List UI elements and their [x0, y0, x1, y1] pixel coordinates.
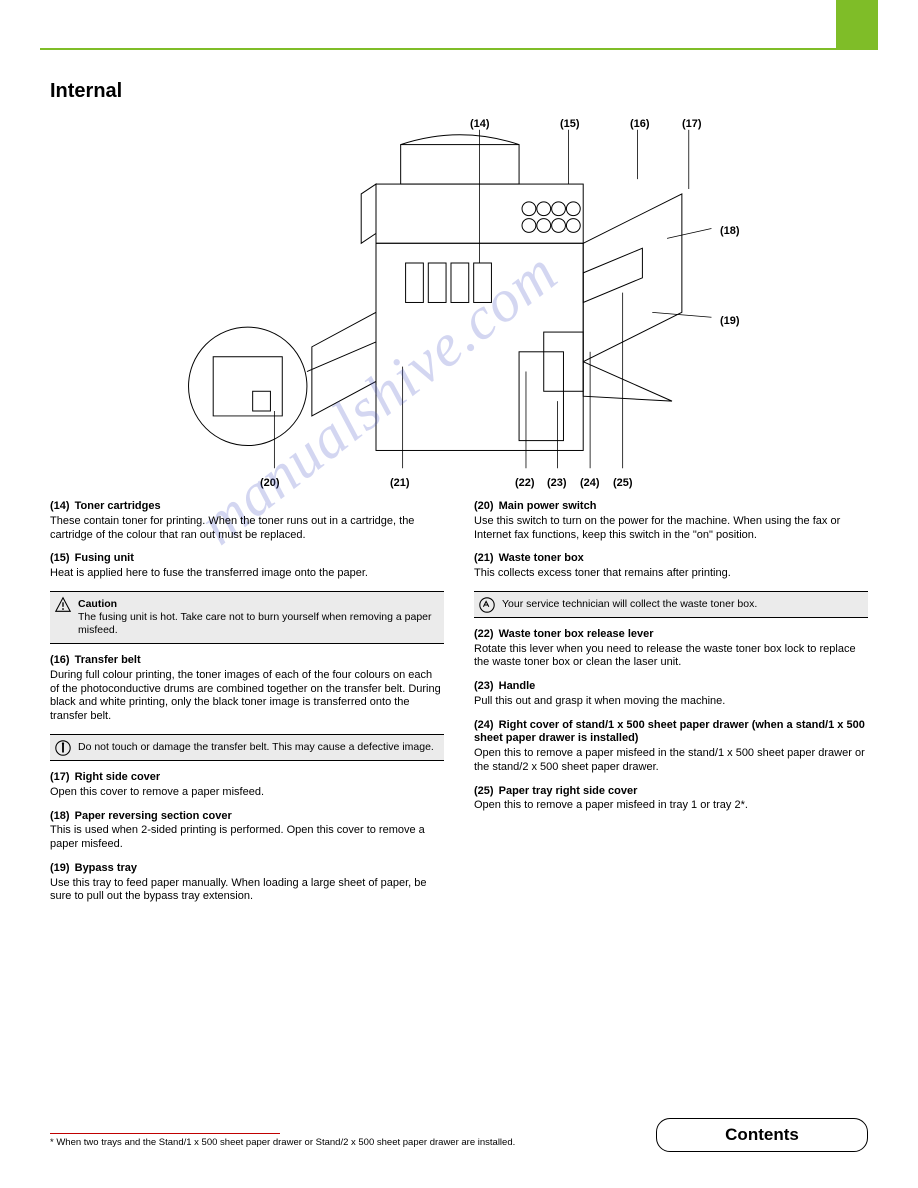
def-number: (25)	[474, 785, 497, 797]
definition-item: (17) Right side cover Open this cover to …	[50, 771, 444, 800]
left-column: (14) Toner cartridges These contain toner…	[50, 500, 444, 914]
def-description: These contain toner for printing. When t…	[50, 515, 444, 543]
def-number: (22)	[474, 628, 497, 640]
def-number: (14)	[50, 500, 73, 512]
def-description: Open this to remove a paper misfeed in t…	[474, 799, 868, 813]
def-number: (19)	[50, 862, 73, 874]
info-icon	[54, 739, 72, 757]
definition-item: (20) Main power switch Use this switch to…	[474, 500, 868, 542]
diagram-label-23: (23)	[547, 477, 567, 489]
callout-text: Do not touch or damage the transfer belt…	[78, 741, 438, 754]
diagram-label-20: (20)	[260, 477, 280, 489]
def-label: Paper tray right side cover	[499, 785, 638, 797]
contents-button[interactable]: Contents	[656, 1118, 868, 1152]
def-label: Right cover of stand/1 x 500 sheet paper…	[474, 719, 865, 745]
header-bar	[40, 0, 878, 50]
def-number: (20)	[474, 500, 497, 512]
def-description: Use this tray to feed paper manually. Wh…	[50, 877, 444, 905]
definition-item: (23) Handle Pull this out and grasp it wh…	[474, 680, 868, 709]
def-number: (16)	[50, 654, 73, 666]
def-label: Handle	[499, 680, 536, 692]
diagram-label-22: (22)	[515, 477, 535, 489]
columns: (14) Toner cartridges These contain toner…	[50, 500, 868, 914]
def-label: Transfer belt	[75, 654, 141, 666]
diagram-label-14: (14)	[470, 118, 490, 130]
note-icon	[478, 596, 496, 614]
definition-item: (18) Paper reversing section cover This i…	[50, 810, 444, 852]
definition-item: (25) Paper tray right side cover Open thi…	[474, 785, 868, 814]
def-label: Waste toner box release lever	[499, 628, 654, 640]
def-number: (18)	[50, 810, 73, 822]
def-description: Heat is applied here to fuse the transfe…	[50, 567, 444, 581]
warning-icon	[54, 596, 72, 614]
def-description: This collects excess toner that remains …	[474, 567, 868, 581]
def-number: (21)	[474, 552, 497, 564]
def-description: Open this to remove a paper misfeed in t…	[474, 747, 868, 775]
footnote-rule	[50, 1133, 280, 1134]
diagram-label-25: (25)	[613, 477, 633, 489]
diagram-label-17: (17)	[682, 118, 702, 130]
definition-item: (14) Toner cartridges These contain toner…	[50, 500, 444, 542]
definition-item: (15) Fusing unit Heat is applied here to …	[50, 552, 444, 581]
def-description: Use this switch to turn on the power for…	[474, 515, 868, 543]
diagram-svg	[150, 115, 750, 485]
def-number: (24)	[474, 719, 497, 731]
callout-warning: CautionThe fusing unit is hot. Take care…	[50, 591, 444, 644]
def-label: Toner cartridges	[75, 500, 161, 512]
def-description: Open this cover to remove a paper misfee…	[50, 786, 444, 800]
def-number: (23)	[474, 680, 497, 692]
header-green-tab	[836, 0, 878, 50]
diagram-label-15: (15)	[560, 118, 580, 130]
header-underline	[40, 48, 878, 50]
def-label: Fusing unit	[75, 552, 134, 564]
manual-page: Internal	[0, 0, 918, 1188]
def-label: Right side cover	[75, 771, 161, 783]
def-description: This is used when 2-sided printing is pe…	[50, 824, 444, 852]
callout-note: Your service technician will collect the…	[474, 591, 868, 618]
def-label: Paper reversing section cover	[75, 810, 232, 822]
diagram-label-24: (24)	[580, 477, 600, 489]
callout-text: The fusing unit is hot. Take care not to…	[78, 611, 438, 637]
def-label: Bypass tray	[75, 862, 137, 874]
def-label: Waste toner box	[499, 552, 584, 564]
callout-lead: Caution	[78, 598, 438, 611]
diagram-label-19: (19)	[720, 315, 740, 327]
definition-item: (24) Right cover of stand/1 x 500 sheet …	[474, 719, 868, 775]
callout-text: Your service technician will collect the…	[502, 598, 862, 611]
diagram-label-21: (21)	[390, 477, 410, 489]
definition-item: (21) Waste toner box This collects excess…	[474, 552, 868, 581]
definition-item: (19) Bypass tray Use this tray to feed pa…	[50, 862, 444, 904]
diagram-label-16: (16)	[630, 118, 650, 130]
section-title: Internal	[50, 80, 122, 103]
def-number: (15)	[50, 552, 73, 564]
def-description: During full colour printing, the toner i…	[50, 669, 444, 724]
right-column: (20) Main power switch Use this switch to…	[474, 500, 868, 914]
def-number: (17)	[50, 771, 73, 783]
def-label: Main power switch	[499, 500, 597, 512]
diagram-label-18: (18)	[720, 225, 740, 237]
definition-item: (16) Transfer belt During full colour pri…	[50, 654, 444, 724]
callout-info: Do not touch or damage the transfer belt…	[50, 734, 444, 761]
def-description: Rotate this lever when you need to relea…	[474, 643, 868, 671]
printer-diagram: (14)(15)(16)(17)(18)(19)(20)(21)(22)(23)…	[150, 115, 750, 485]
definition-item: (22) Waste toner box release lever Rotate…	[474, 628, 868, 670]
def-description: Pull this out and grasp it when moving t…	[474, 695, 868, 709]
